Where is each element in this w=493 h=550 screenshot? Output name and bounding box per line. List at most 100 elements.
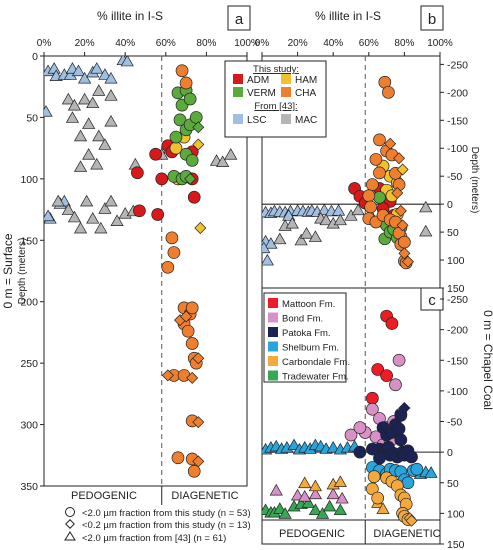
data-point-cha-circle	[398, 235, 411, 249]
panel-b-letter-box	[420, 5, 444, 31]
data-point-mac-triangle	[419, 224, 433, 237]
pct-tick-label: 0%	[37, 38, 52, 49]
data-point-shelburn-fm-circle	[410, 462, 424, 476]
data-point-lsc-triangle	[44, 209, 55, 222]
data-point-cha-diamond	[192, 352, 205, 365]
data-point-mac-triangle	[294, 233, 308, 246]
data-point-patoka-fm-circle	[405, 450, 418, 464]
depth-tick-label: 0	[447, 199, 453, 211]
data-point-cha-circle	[165, 231, 179, 245]
data-point-mac-triangle	[110, 214, 124, 226]
data-point-carbondale-fm-diamond	[405, 514, 418, 527]
diamond-symbol	[65, 519, 75, 529]
data-point-mac-triangle	[94, 221, 108, 234]
data-point-mac-triangle	[61, 203, 75, 215]
legend-c: Mattoon Fm. Bond Fm. Patoka Fm. Shelburn Fm…	[263, 292, 350, 383]
panel-b-ylabel-inner: Depth (meters)	[469, 147, 480, 214]
data-point-tradewater-fm-triangle	[323, 499, 337, 512]
depth-tick-label: -50	[447, 417, 462, 429]
legend-label: CHA	[295, 88, 316, 99]
data-point-mattoon-fm-circle	[385, 317, 399, 330]
data-point-mattoon-fm-circle	[366, 391, 379, 405]
legend-label: Carbondale Fm.	[282, 357, 350, 368]
data-point-cha-circle	[373, 166, 386, 180]
bottom-legend-triangle-text: <2.0 µm fraction from [43] (n = 61)	[82, 533, 226, 544]
data-point-lsc-triangle	[71, 64, 86, 77]
depth-tick-label: 50	[447, 227, 459, 239]
depth-tick-label: 150	[20, 235, 38, 247]
depth-tick-label: 100	[447, 508, 465, 520]
legend-swatch	[281, 74, 291, 84]
data-point-cha-circle	[167, 246, 181, 259]
data-point-cha-circle	[181, 324, 195, 338]
data-point-cha-circle	[187, 464, 201, 478]
data-point-mac-triangle	[104, 114, 118, 127]
data-point-mac-triangle	[419, 200, 433, 213]
data-point-verm-circle	[169, 130, 183, 144]
data-point-bond-fm-circle	[366, 402, 379, 416]
depth-tick-label: -50	[447, 171, 462, 183]
data-point-carbondale-fm-triangle	[308, 479, 323, 492]
legend-b: This study: From [43]: ADM HAM VERM CHA LSC M…	[224, 60, 327, 138]
data-point-patoka-fm-diamond	[398, 402, 411, 415]
data-point-cha-circle	[179, 76, 193, 90]
legend-swatch	[281, 87, 291, 97]
data-point-mac-triangle	[86, 211, 100, 224]
circle-symbol	[65, 507, 75, 517]
depth-tick-label: 150	[447, 539, 465, 550]
depth-tick-label: -250	[447, 59, 468, 71]
pct-tick-label: 60%	[359, 38, 379, 49]
panel-b-marks	[262, 75, 433, 270]
data-point-lsc-triangle	[262, 241, 271, 254]
data-point-lsc-triangle	[44, 105, 53, 117]
data-point-adm-circle	[149, 147, 162, 161]
data-point-cha-diamond	[180, 310, 193, 323]
data-point-mac-triangle	[351, 203, 365, 216]
data-point-cha-circle	[364, 200, 377, 214]
data-point-mac-triangle	[216, 155, 230, 168]
pct-tick-label: 100%	[234, 38, 260, 49]
data-point-cha-circle	[161, 260, 175, 274]
data-point-mac-triangle	[104, 194, 118, 207]
panel-c-frame	[261, 287, 441, 545]
data-point-mac-triangle	[67, 210, 82, 223]
data-point-bond-fm-circle	[344, 428, 358, 442]
data-point-cha-diamond	[396, 219, 409, 232]
pct-tick-label: 0%	[255, 38, 270, 49]
data-point-cha-diamond	[192, 416, 205, 429]
data-point-mac-triangle	[285, 216, 299, 229]
data-point-cha-circle	[362, 189, 376, 203]
data-point-mac-triangle	[67, 98, 82, 111]
data-point-mattoon-fm-circle	[380, 369, 393, 382]
panel-c-marks	[262, 309, 438, 527]
depth-tick-label: 0	[32, 51, 38, 63]
panel-a-letter: a	[235, 11, 244, 28]
data-point-lsc-triangle	[120, 56, 134, 67]
data-point-mac-triangle	[61, 92, 75, 105]
data-point-mac-triangle	[77, 92, 92, 105]
data-point-mac-triangle	[319, 213, 333, 226]
data-point-cha-diamond	[161, 369, 174, 382]
data-point-carbondale-fm-triangle	[376, 502, 390, 514]
data-point-tradewater-fm-triangle	[273, 502, 287, 514]
legend-b-box	[224, 60, 327, 138]
data-point-cha-diamond	[384, 137, 397, 150]
data-point-bond-fm-circle	[392, 353, 406, 367]
data-point-adm-circle	[155, 172, 169, 186]
data-point-verm-diamond	[192, 121, 205, 134]
pct-tick-label: 60%	[156, 38, 176, 49]
data-point-cha-circle	[366, 178, 379, 191]
panel-b-letter: b	[428, 11, 436, 28]
data-point-verm-circle	[373, 191, 386, 204]
panel-a-zone-diagenetic: DIAGENETIC	[171, 490, 238, 502]
data-point-cha-circle	[373, 133, 386, 147]
pct-tick-label: 80%	[196, 38, 216, 49]
legend-swatch	[268, 341, 278, 352]
pct-tick-label: 20%	[75, 38, 95, 49]
panel-c-zone-pedogenic: PEDOGENIC	[279, 528, 345, 540]
pct-tick-label: 40%	[323, 38, 343, 49]
data-point-mac-triangle	[90, 157, 104, 170]
data-point-carbondale-fm-triangle	[333, 475, 347, 487]
legend-swatch	[233, 74, 243, 84]
data-point-ham-diamond	[396, 163, 409, 176]
